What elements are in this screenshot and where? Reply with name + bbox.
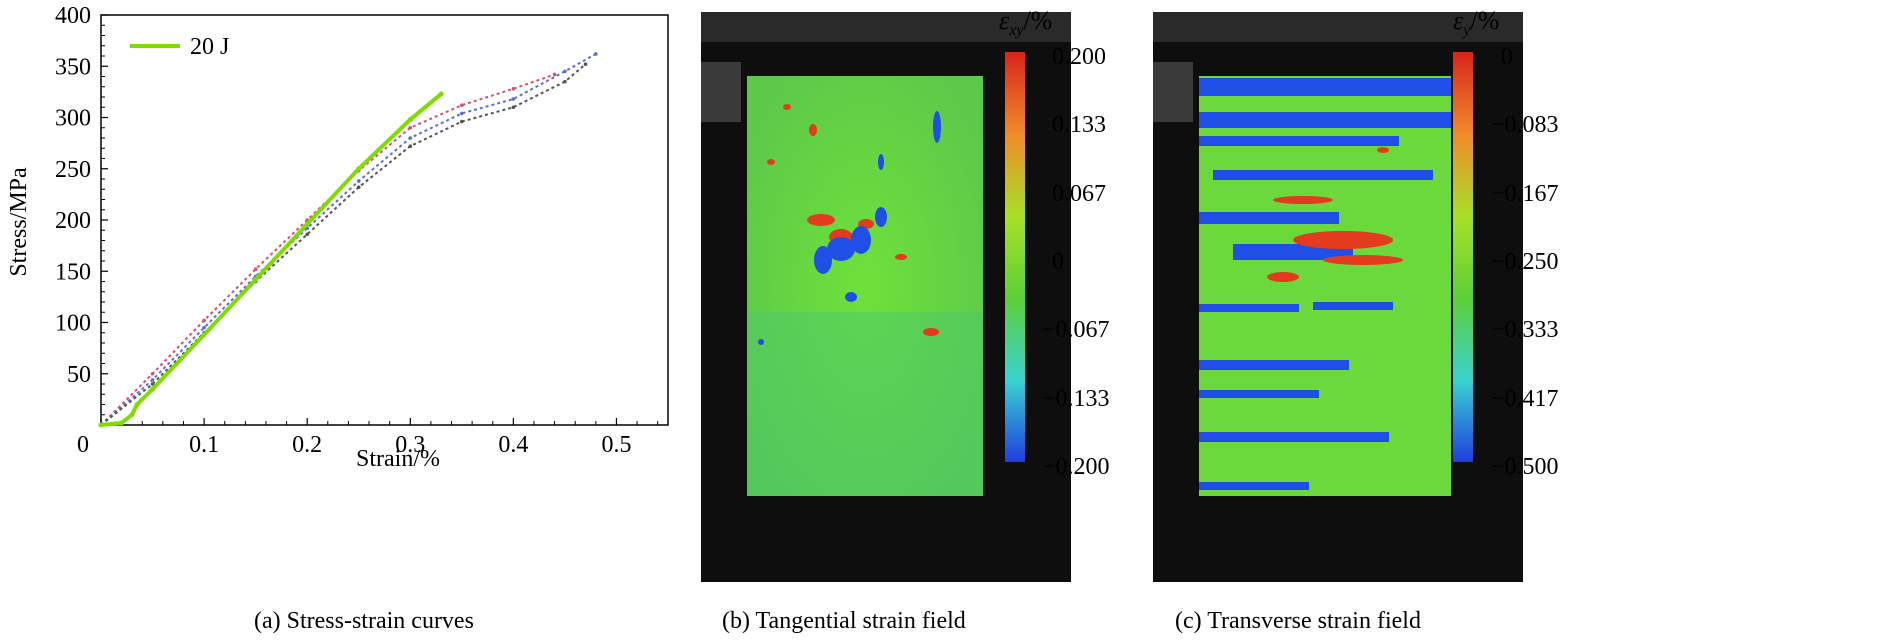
- data-point: [356, 179, 361, 183]
- transverse-colorbar-tick: −0.250: [1491, 249, 1559, 275]
- tangential-colorbar-tick: 0.067: [1052, 181, 1106, 207]
- data-point: [511, 97, 516, 101]
- y-tick-label: 350: [55, 54, 91, 80]
- data-point: [407, 117, 413, 123]
- data-point: [563, 79, 567, 84]
- x-tick-label: 0.1: [189, 432, 219, 458]
- transverse-colorbar-tick: −0.500: [1491, 454, 1559, 480]
- cb-c-symbol: ε: [1453, 6, 1464, 35]
- caption-a: (a) Stress-strain curves: [254, 608, 474, 634]
- tangential-colorbar: [1005, 52, 1025, 462]
- data-point: [356, 185, 361, 189]
- data-point: [460, 119, 464, 124]
- transverse-colorbar-tick: 0: [1501, 44, 1513, 70]
- data-point: [201, 332, 207, 338]
- data-point: [408, 144, 413, 148]
- data-point: [563, 69, 567, 74]
- transverse-colorbar-tick: −0.417: [1491, 386, 1559, 412]
- caption-c: (c) Transverse strain field: [1175, 608, 1421, 634]
- series-line-3: [100, 63, 587, 426]
- y-tick-label: 150: [55, 259, 91, 285]
- data-point: [408, 136, 413, 140]
- tangential-colorbar-tick: −0.133: [1042, 386, 1110, 412]
- y-axis-label: Stress/MPa: [6, 167, 32, 277]
- transverse-colorbar-tick: −0.167: [1491, 181, 1559, 207]
- x-tick-label: 0.2: [292, 432, 322, 458]
- data-point: [460, 111, 464, 116]
- tangential-colorbar-tick: −0.067: [1042, 317, 1110, 343]
- data-point: [583, 62, 588, 66]
- data-point: [119, 420, 125, 426]
- x-axis-label: Strain/%: [356, 446, 440, 472]
- tangential-colorbar-tick: −0.200: [1042, 454, 1110, 480]
- data-point: [129, 412, 135, 418]
- tangential-colorbar-tick: 0: [1052, 249, 1064, 275]
- data-point: [304, 221, 310, 227]
- cb-c-sub: y: [1463, 22, 1471, 40]
- stress-strain-chart: 50 100 150 200 250 300 350 400 0 0.1 0.2 0.3 0.4 0.5…: [6, 3, 669, 472]
- data-point: [511, 105, 516, 110]
- data-point: [460, 103, 464, 107]
- legend-label-20j: 20 J: [190, 34, 229, 60]
- data-point: [253, 267, 258, 272]
- data-point: [356, 166, 362, 172]
- y-tick-label: 100: [55, 311, 91, 337]
- data-point: [150, 386, 156, 392]
- x-axis-ticks: 0 0.1 0.2 0.3 0.4 0.5: [77, 418, 659, 458]
- data-point: [408, 125, 413, 130]
- y-axis-ticks: 50 100 150 200 250 300 350 400: [55, 3, 108, 416]
- data-point: [253, 276, 259, 282]
- tangential-colorbar-tick: 0.200: [1052, 44, 1106, 70]
- y-tick-label: 400: [55, 3, 91, 29]
- x-tick-label: 0.3: [395, 432, 425, 458]
- panel-tangential-strain: εxy/% 0.200 0.133 0.067 0 −0.067 −0.133 …: [701, 6, 1121, 612]
- data-point: [150, 371, 155, 376]
- data-point: [552, 72, 557, 77]
- series-layer: [98, 52, 598, 428]
- y-tick-label: 250: [55, 157, 91, 183]
- data-point: [98, 422, 104, 428]
- transverse-colorbar-tick: −0.083: [1491, 112, 1559, 138]
- data-point: [134, 402, 140, 407]
- data-point: [438, 91, 444, 97]
- y-tick-label: 200: [55, 208, 91, 234]
- cb-b-symbol: ε: [999, 6, 1010, 35]
- caption-b: (b) Tangential strain field: [722, 608, 966, 634]
- data-point: [202, 318, 206, 323]
- data-point: [594, 52, 598, 56]
- cb-b-unit: /%: [1023, 6, 1053, 35]
- x-tick-label: 0.5: [601, 432, 631, 458]
- data-point: [150, 382, 155, 386]
- legend: 20 J: [130, 34, 229, 60]
- cb-b-sub: xy: [1009, 22, 1024, 40]
- tangential-colorbar-title: εxy/%: [999, 6, 1052, 40]
- y-tick-label: 300: [55, 106, 91, 132]
- data-point: [511, 87, 516, 91]
- panel-transverse-strain: εy/% 0 −0.083 −0.167 −0.250 −0.333 −0.41…: [1153, 6, 1583, 612]
- plot-frame: [100, 14, 669, 426]
- cb-c-unit: /%: [1470, 6, 1500, 35]
- series-line-2: [100, 53, 597, 426]
- x-tick-label: 0: [77, 432, 89, 458]
- transverse-colorbar-title: εy/%: [1453, 6, 1499, 40]
- data-point: [305, 232, 309, 237]
- transverse-colorbar-tick: −0.333: [1491, 317, 1559, 343]
- x-tick-label: 0.4: [498, 432, 528, 458]
- data-point: [150, 378, 155, 382]
- y-tick-label: 50: [67, 362, 91, 388]
- tangential-colorbar-tick: 0.133: [1052, 112, 1106, 138]
- data-point: [202, 325, 206, 330]
- transverse-colorbar: [1453, 52, 1473, 462]
